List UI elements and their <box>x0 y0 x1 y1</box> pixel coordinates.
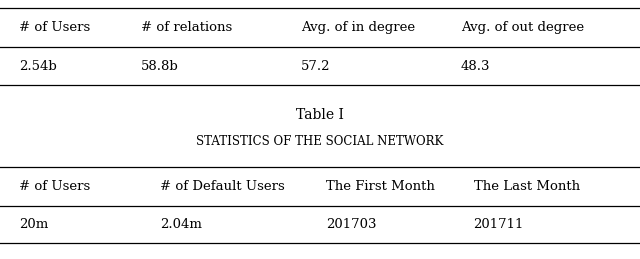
Text: # of relations: # of relations <box>141 21 232 34</box>
Text: The Last Month: The Last Month <box>474 180 580 193</box>
Text: 20m: 20m <box>19 218 49 231</box>
Text: # of Users: # of Users <box>19 180 90 193</box>
Text: 57.2: 57.2 <box>301 60 330 73</box>
Text: 201703: 201703 <box>326 218 377 231</box>
Text: 48.3: 48.3 <box>461 60 490 73</box>
Text: The First Month: The First Month <box>326 180 435 193</box>
Text: # of Users: # of Users <box>19 21 90 34</box>
Text: 58.8b: 58.8b <box>141 60 179 73</box>
Text: 2.54b: 2.54b <box>19 60 57 73</box>
Text: Avg. of out degree: Avg. of out degree <box>461 21 584 34</box>
Text: # of Default Users: # of Default Users <box>160 180 285 193</box>
Text: 2.04m: 2.04m <box>160 218 202 231</box>
Text: Table I: Table I <box>296 108 344 122</box>
Text: STATISTICS OF THE SOCIAL NETWORK: STATISTICS OF THE SOCIAL NETWORK <box>196 135 444 148</box>
Text: 201711: 201711 <box>474 218 524 231</box>
Text: Avg. of in degree: Avg. of in degree <box>301 21 415 34</box>
